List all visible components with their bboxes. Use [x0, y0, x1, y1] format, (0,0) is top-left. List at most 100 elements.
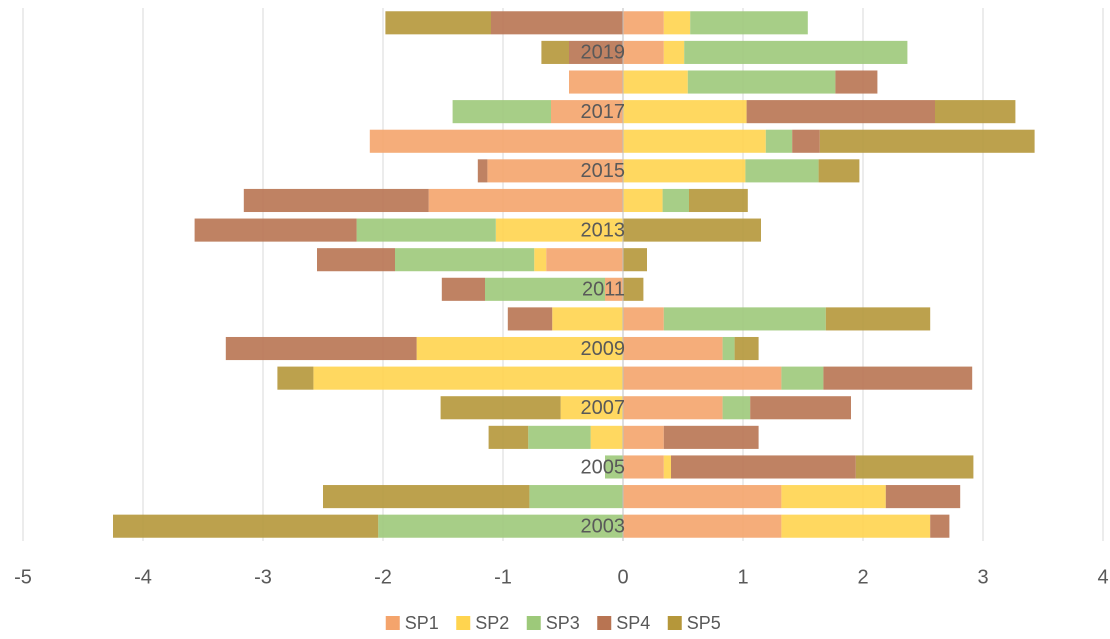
bar [819, 129, 1035, 153]
x-tick-label: 0 [617, 566, 628, 588]
bar [623, 455, 664, 479]
legend-swatch [667, 616, 682, 630]
bar [781, 514, 931, 538]
bar [378, 514, 623, 538]
bar [440, 396, 561, 420]
bar [495, 218, 623, 242]
bar [835, 70, 878, 94]
bar [452, 100, 551, 124]
bar [623, 188, 663, 213]
bar [623, 40, 664, 64]
bar [663, 455, 671, 479]
x-tick-label: -1 [494, 566, 512, 588]
bar [781, 485, 886, 509]
bar [684, 40, 908, 64]
x-tick-label: 2 [857, 566, 868, 588]
bar [623, 366, 782, 390]
bar [623, 129, 766, 153]
bar [194, 218, 357, 242]
legend-label: SP1 [405, 613, 439, 633]
legend-label: SP5 [687, 613, 721, 633]
bar [623, 218, 761, 242]
bar [551, 100, 623, 124]
bar [569, 70, 623, 94]
bar [534, 248, 547, 272]
x-tick-label: -5 [14, 566, 32, 588]
x-tick-label: 4 [1097, 566, 1108, 588]
bar [662, 188, 689, 213]
bar [243, 188, 429, 213]
bar [671, 455, 856, 479]
x-tick-label: -3 [254, 566, 272, 588]
bar [623, 425, 664, 449]
bar [605, 455, 623, 479]
bar [623, 514, 782, 538]
legend-label: SP4 [616, 613, 650, 633]
y-tick-label: 2009 [581, 338, 626, 360]
legend-swatch [385, 616, 400, 630]
bar [552, 307, 623, 331]
y-tick-label: 2007 [581, 397, 626, 419]
bar [623, 159, 746, 183]
y-tick-label: 2019 [581, 42, 626, 64]
bar [623, 396, 723, 420]
bar [623, 485, 782, 509]
bar [823, 366, 973, 390]
bar [623, 277, 644, 301]
bar [590, 425, 623, 449]
y-tick-label: 2005 [581, 456, 626, 478]
bar [663, 11, 691, 35]
bar [765, 129, 793, 153]
bar [541, 40, 569, 64]
bar [560, 396, 623, 420]
bar [750, 396, 851, 420]
bar [507, 307, 553, 331]
bar [687, 70, 836, 94]
bar [792, 129, 820, 153]
bar [930, 514, 950, 538]
bar [528, 425, 591, 449]
bar [113, 514, 379, 538]
legend-swatch [526, 616, 541, 630]
bar [356, 218, 496, 242]
bar [395, 248, 535, 272]
bar [623, 11, 664, 35]
bar [416, 336, 623, 361]
x-tick-label: -4 [134, 566, 152, 588]
bar [623, 307, 664, 331]
bar [690, 11, 808, 35]
bar [722, 396, 751, 420]
bar [689, 188, 748, 213]
y-tick-label: 2017 [581, 101, 626, 123]
bar [781, 366, 824, 390]
bar [323, 485, 530, 509]
bar [746, 100, 935, 124]
bar [825, 307, 931, 331]
bar [623, 70, 688, 94]
bar [529, 485, 623, 509]
bar [663, 307, 826, 331]
y-tick-label: 2015 [581, 160, 626, 182]
legend-swatch [597, 616, 612, 630]
y-tick-label: 2011 [582, 279, 625, 301]
bar [546, 248, 623, 272]
bar [935, 100, 1016, 124]
x-tick-label: 3 [977, 566, 988, 588]
bar [385, 11, 491, 35]
bar [317, 248, 395, 272]
bar [623, 336, 723, 361]
y-tick-label: 2013 [581, 219, 626, 241]
bar [663, 40, 685, 64]
bar [623, 248, 647, 272]
bar [488, 425, 529, 449]
legend-label: SP3 [546, 613, 580, 633]
bar [855, 455, 974, 479]
bar [734, 336, 759, 361]
bar [491, 11, 623, 35]
bar [485, 277, 605, 301]
bar [605, 277, 623, 301]
y-tick-label: 2003 [581, 515, 626, 537]
bar [745, 159, 819, 183]
x-tick-label: -2 [374, 566, 392, 588]
